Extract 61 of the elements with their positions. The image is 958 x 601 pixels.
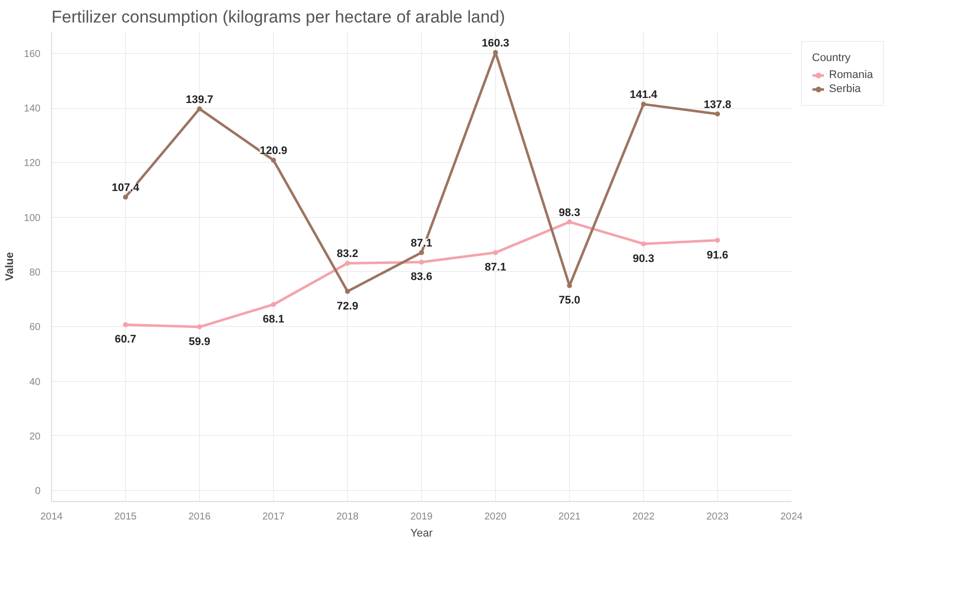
legend-label: Serbia [829, 83, 861, 95]
point [715, 112, 720, 117]
data-label: 75.0 [558, 294, 580, 307]
y-tick-label: 140 [24, 104, 41, 115]
point [419, 260, 424, 265]
x-tick-label: 2014 [40, 512, 64, 522]
x-tick-label: 2015 [114, 512, 138, 522]
point [715, 238, 720, 243]
point [123, 322, 128, 328]
x-tick-label: 2018 [336, 512, 360, 522]
y-tick-label: 120 [24, 158, 41, 170]
point [345, 260, 350, 266]
data-label: 83.2 [336, 248, 358, 260]
x-axis-title: Year [410, 528, 433, 540]
x-tick-label: 2023 [706, 512, 730, 522]
y-tick-label: 80 [29, 267, 41, 278]
y-tick-label: 20 [29, 431, 41, 442]
point [123, 194, 128, 200]
chart-title: Fertilizer consumption (kilograms per hectare of arable land) [52, 8, 506, 26]
data-label: 60.7 [114, 334, 136, 346]
point [641, 241, 646, 246]
x-tick-label: 2024 [780, 512, 804, 522]
point [197, 324, 202, 330]
y-tick-label: 160 [24, 48, 41, 60]
data-label: 160.3 [482, 38, 510, 50]
data-label: 68.1 [262, 313, 284, 326]
point [271, 302, 276, 307]
data-label: 72.9 [336, 300, 358, 312]
y-tick-label: 40 [29, 376, 41, 388]
data-label: 137.8 [704, 99, 732, 112]
x-tick-label: 2021 [558, 512, 582, 522]
x-tick-label: 2017 [262, 512, 286, 522]
legend-label: Romania [829, 69, 874, 81]
point [271, 158, 276, 163]
data-label: 87.1 [410, 238, 432, 250]
data-label: 120.9 [260, 145, 288, 158]
data-label: 139.7 [186, 94, 214, 106]
data-label: 141.4 [630, 89, 658, 102]
data-label: 107.4 [112, 182, 140, 194]
y-tick-label: 0 [34, 486, 41, 498]
y-axis-title: Value [4, 252, 16, 281]
data-label: 98.3 [558, 206, 580, 219]
x-tick-label: 2020 [484, 512, 508, 522]
point [567, 219, 572, 224]
y-tick-label: 100 [24, 212, 41, 224]
data-label: 91.6 [706, 249, 728, 262]
data-label: 83.6 [410, 271, 432, 284]
data-label: 59.9 [188, 336, 210, 348]
point [641, 102, 646, 107]
point [345, 288, 350, 294]
point [419, 250, 424, 256]
x-tick-label: 2022 [632, 512, 656, 522]
data-label: 87.1 [484, 262, 506, 274]
x-tick-label: 2019 [410, 512, 434, 522]
data-label: 90.3 [632, 252, 654, 265]
point [493, 250, 498, 256]
legend-title: Country [812, 52, 852, 64]
y-tick-label: 60 [29, 322, 41, 334]
point [567, 283, 572, 288]
point [197, 106, 202, 112]
x-tick-label: 2016 [188, 512, 212, 522]
